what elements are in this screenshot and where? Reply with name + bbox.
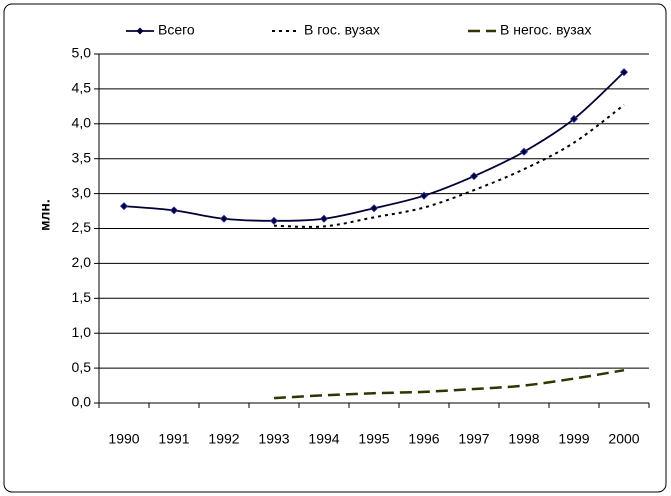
point-marker: [419, 191, 429, 200]
point-marker: [519, 147, 529, 156]
legend-label: В негос. вузах: [500, 22, 591, 38]
y-tick-label: 4,5: [72, 80, 92, 96]
y-tick-label: 4,0: [72, 115, 92, 131]
series-line: [273, 104, 625, 228]
point-marker: [169, 206, 179, 215]
x-tick-label: 1997: [458, 431, 489, 447]
y-tick-label: 3,5: [72, 149, 92, 165]
x-tick-label: 1992: [208, 431, 239, 447]
point-marker: [319, 214, 329, 223]
x-tick-label: 1991: [158, 431, 189, 447]
point-marker: [119, 202, 129, 211]
x-tick-label: 1996: [408, 431, 439, 447]
legend-marker: [136, 27, 144, 35]
y-tick-label: 5,0: [72, 45, 92, 61]
y-axis-label: млн.: [37, 199, 53, 231]
x-tick-label: 1998: [508, 431, 539, 447]
x-tick-label: 1993: [258, 431, 289, 447]
point-marker: [569, 114, 579, 123]
y-tick-label: 3,0: [72, 184, 92, 200]
x-tick-label: 2000: [608, 431, 639, 447]
x-tick-label: 1994: [308, 431, 339, 447]
y-tick-label: 1,5: [72, 289, 92, 305]
point-marker: [219, 214, 229, 223]
y-tick-label: 0,0: [72, 394, 92, 410]
legend-label: Всего: [158, 22, 195, 38]
y-tick-label: 0,5: [72, 359, 92, 375]
x-tick-label: 1995: [358, 431, 389, 447]
series-line: [273, 368, 625, 400]
point-marker: [619, 68, 629, 77]
y-tick-label: 2,5: [72, 219, 92, 235]
y-tick-label: 2,0: [72, 254, 92, 270]
point-marker: [369, 204, 379, 213]
point-marker: [269, 216, 279, 225]
legend-label: В гос. вузах: [304, 22, 380, 38]
x-tick-label: 1999: [558, 431, 589, 447]
chart-border: [3, 3, 667, 493]
x-tick-label: 1990: [108, 431, 139, 447]
point-marker: [469, 172, 479, 181]
y-tick-label: 1,0: [72, 324, 92, 340]
